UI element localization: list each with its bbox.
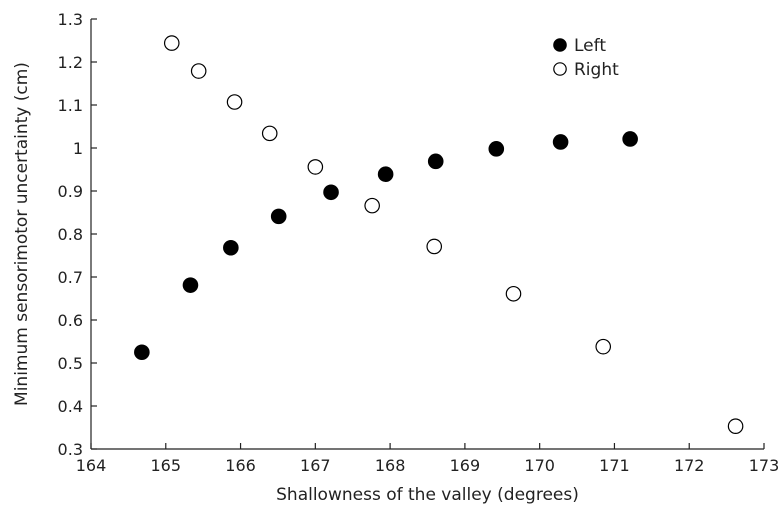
data-point-left: [488, 141, 505, 157]
data-point-right: [505, 285, 522, 302]
x-tick-label: 164: [76, 456, 107, 475]
y-tick-label: 1.1: [58, 96, 83, 115]
x-tick-label: 173: [749, 456, 780, 475]
data-point-left: [223, 239, 239, 256]
x-tick-label: 167: [300, 456, 331, 475]
data-point-right: [190, 63, 207, 79]
data-point-right: [426, 238, 443, 255]
y-tick-label: 0.4: [58, 397, 83, 416]
x-tick-label: 170: [524, 456, 555, 475]
x-tick-label: 169: [450, 456, 481, 475]
data-point-left: [270, 208, 287, 225]
data-point-left: [377, 166, 394, 183]
legend-label-right: Right: [574, 60, 619, 80]
data-point-right: [226, 94, 243, 110]
data-point-left: [134, 344, 150, 361]
data-point-right: [595, 338, 612, 355]
data-point-right: [261, 125, 278, 142]
x-axis-label: Shallowness of the valley (degrees): [276, 485, 579, 505]
axes: [90, 19, 764, 450]
legend-marker-right: [553, 62, 567, 76]
x-tick-label: 168: [375, 456, 406, 475]
y-tick-label: 0.7: [58, 268, 83, 287]
legend: Left Right: [553, 36, 619, 80]
data-point-left: [323, 184, 339, 201]
legend-marker-left: [553, 38, 567, 52]
y-tick-label: 0.9: [58, 182, 83, 201]
y-tick-label: 0.8: [58, 225, 83, 244]
x-tick-label: 171: [599, 456, 630, 475]
data-point-left: [182, 277, 199, 293]
data-point-left: [622, 131, 638, 147]
data-point-right: [163, 35, 180, 51]
y-tick-label: 1: [73, 139, 83, 158]
data-point-right: [364, 197, 380, 214]
data-point-right: [307, 159, 324, 175]
x-tick-label: 165: [151, 456, 182, 475]
x-tick-label: 172: [674, 456, 705, 475]
data-point-left: [427, 153, 444, 170]
data-points: [134, 35, 744, 435]
y-tick-label: 1.3: [58, 10, 83, 29]
y-tick-label: 0.5: [58, 354, 83, 373]
y-tick-label: 0.3: [58, 440, 83, 459]
legend-label-left: Left: [574, 36, 606, 56]
data-point-right: [727, 418, 744, 435]
x-ticks: 164 165 166 167 168 169 170 171 172 173: [76, 443, 780, 475]
y-axis-label: Minimum sensorimotor uncertainty (cm): [12, 62, 32, 406]
y-tick-label: 1.2: [58, 53, 83, 72]
y-ticks: 0.3 0.4 0.5 0.6 0.7 0.8 0.9 1 1.1 1.2 1.3: [58, 10, 97, 459]
data-point-left: [552, 134, 569, 150]
y-tick-label: 0.6: [58, 311, 83, 330]
x-tick-label: 166: [225, 456, 256, 475]
